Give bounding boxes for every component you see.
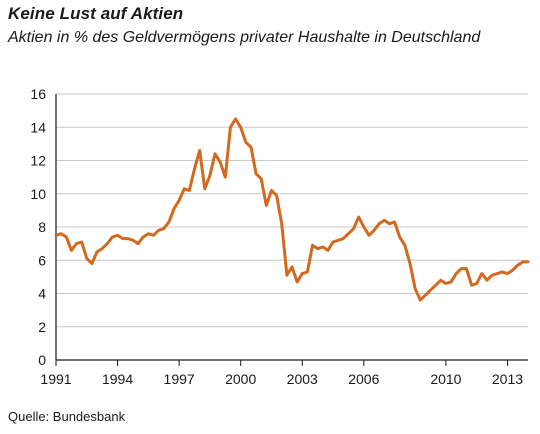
y-tick-label-4: 4 — [38, 286, 46, 302]
y-tick-label-0: 0 — [38, 352, 46, 368]
x-tick-label-2000: 2000 — [225, 371, 256, 387]
chart-title: Keine Lust auf Aktien — [8, 4, 184, 23]
y-tick-label-6: 6 — [38, 252, 46, 268]
x-tick-label-1997: 1997 — [164, 371, 195, 387]
y-tick-label-12: 12 — [30, 153, 46, 169]
x-axis: 1991 1994 1997 2000 2003 2006 2010 2013 — [40, 359, 528, 387]
x-tick-label-2003: 2003 — [287, 371, 318, 387]
gridlines — [56, 93, 528, 328]
data-series — [54, 117, 530, 302]
x-tick-label-1994: 1994 — [102, 371, 133, 387]
x-tick-label-1991: 1991 — [40, 371, 71, 387]
y-tick-label-14: 14 — [30, 119, 46, 135]
chart-subtitle: Aktien in % des Geldvermögens privater H… — [8, 29, 481, 46]
series-line-0 — [54, 117, 530, 302]
source-note: Quelle: Bundesbank — [8, 409, 126, 424]
x-tick-label-2006: 2006 — [348, 371, 379, 387]
y-tick-label-2: 2 — [38, 319, 46, 335]
y-axis: 0 2 4 6 8 10 12 14 16 — [30, 86, 57, 368]
x-tick-label-2013: 2013 — [492, 371, 523, 387]
y-tick-label-16: 16 — [30, 86, 46, 102]
y-tick-label-8: 8 — [38, 219, 46, 235]
y-tick-label-10: 10 — [30, 186, 46, 202]
x-tick-label-2010: 2010 — [430, 371, 461, 387]
